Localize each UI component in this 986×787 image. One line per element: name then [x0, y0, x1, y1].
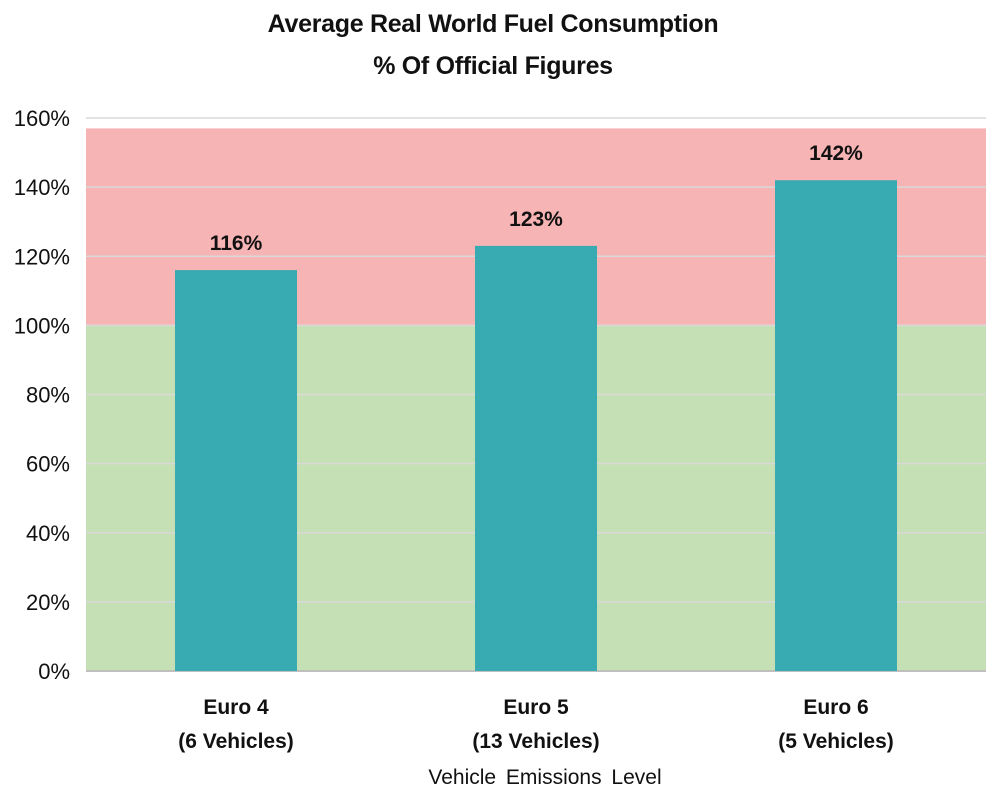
- data-label: 116%: [210, 232, 263, 255]
- y-tick-label: 80%: [26, 383, 70, 408]
- y-tick-label: 40%: [26, 521, 70, 546]
- chart-title: Average Real World Fuel Consumption: [267, 10, 719, 38]
- x-tick-label: Euro 5: [503, 696, 569, 719]
- x-axis-title: Vehicle Emissions Level: [428, 766, 661, 787]
- data-label: 123%: [509, 208, 563, 231]
- data-label: 142%: [809, 142, 863, 165]
- x-tick-sublabel: (5 Vehicles): [778, 730, 894, 753]
- x-tick-label: Euro 6: [803, 696, 868, 719]
- y-tick-label: 0%: [38, 659, 70, 684]
- bar-2: [475, 245, 597, 671]
- y-tick-label: 120%: [14, 244, 70, 269]
- bar-1: [175, 270, 297, 671]
- y-tick-label: 20%: [26, 590, 70, 615]
- y-tick-label: 60%: [26, 452, 70, 477]
- x-tick-sublabel: (6 Vehicles): [178, 730, 294, 753]
- x-tick-label: Euro 4: [203, 696, 269, 719]
- x-tick-sublabel: (13 Vehicles): [472, 730, 599, 753]
- bar-3: [775, 180, 897, 671]
- chart-subtitle: % Of Official Figures: [373, 52, 613, 80]
- y-tick-label: 140%: [14, 175, 70, 200]
- y-tick-label: 160%: [14, 106, 70, 131]
- y-tick-label: 100%: [14, 313, 70, 338]
